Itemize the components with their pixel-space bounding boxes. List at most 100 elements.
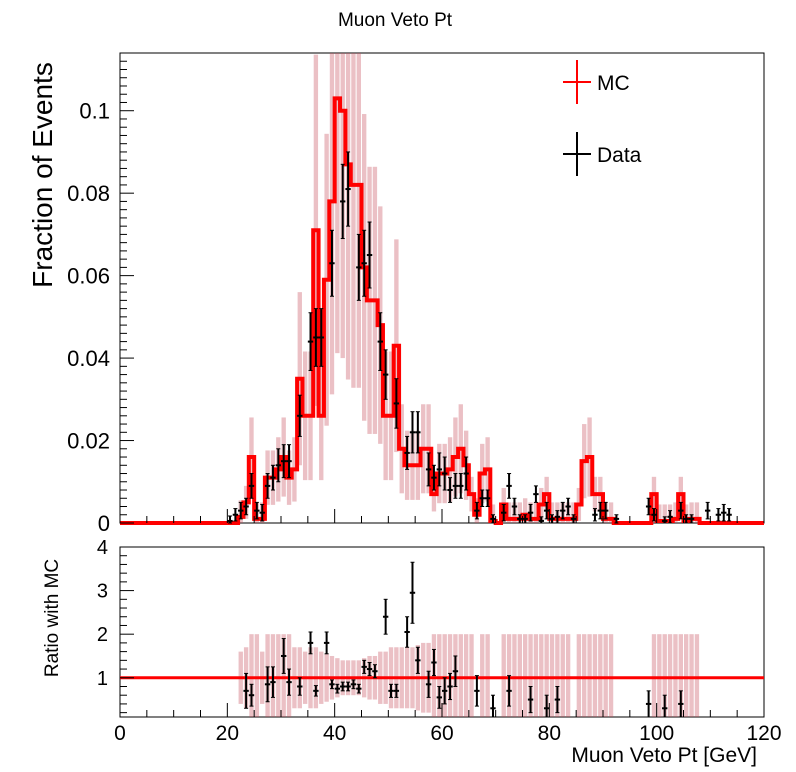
ratio-point (678, 690, 684, 718)
data-point (297, 394, 303, 437)
data-point (662, 516, 668, 524)
main-y-tick-label: 0 (98, 511, 110, 536)
x-tick-label: 0 (114, 722, 126, 745)
ratio-band-bin (560, 634, 565, 717)
data-point (356, 233, 362, 301)
ratio-point (447, 672, 453, 701)
data-point (264, 473, 271, 499)
ratio-point (313, 685, 319, 697)
mc-band-bin (694, 502, 700, 523)
ratio-point (361, 659, 367, 674)
ratio-point (543, 694, 550, 718)
data-point (715, 508, 722, 522)
ratio-band-bin (544, 634, 549, 717)
data-point (361, 229, 367, 297)
data-point (238, 501, 244, 520)
data-point (248, 473, 255, 499)
legend-item-mc: MC (563, 60, 630, 104)
ratio-band-bin (281, 634, 286, 717)
ratio-band-bin (555, 634, 560, 717)
ratio-band-bin (678, 634, 683, 717)
data-point (533, 485, 539, 503)
data-point (522, 514, 528, 524)
data-point (243, 497, 249, 516)
ratio-point (345, 681, 351, 692)
mc-band-bin (517, 502, 522, 523)
data-point (393, 378, 400, 429)
ratio-x-ticks: 0 20 40 60 80 100 120 (114, 703, 782, 745)
mc-band-bin (490, 504, 496, 523)
data-point (452, 473, 459, 499)
ratio-band-bin (657, 634, 662, 717)
ratio-band-bin (485, 634, 490, 717)
data-point (688, 514, 695, 524)
data-point (307, 312, 314, 371)
x-tick-label: 120 (746, 722, 781, 745)
data-point (645, 497, 652, 516)
ratio-y-tick-label: 1 (97, 668, 108, 690)
ratio-point (372, 664, 378, 679)
x-tick-label: 60 (430, 722, 453, 745)
legend: MC Data (563, 60, 642, 176)
ratio-point (264, 666, 271, 703)
mc-band-bin (657, 504, 662, 523)
ratio-band-bin (689, 634, 694, 717)
data-point (447, 477, 453, 503)
data-point (232, 508, 239, 522)
ratio-point (334, 683, 341, 694)
data-point (651, 508, 657, 522)
data-point (543, 501, 550, 520)
mc-band-bin (351, 53, 356, 388)
data-point (227, 515, 233, 524)
ratio-band-bin (469, 634, 474, 717)
ratio-panel: 1 2 3 4 0 20 40 60 80 100 120 Ratio with MC Muon … (42, 537, 782, 767)
ratio-point (415, 646, 421, 674)
ratio-band-bin (533, 634, 539, 717)
ratio-point (382, 598, 389, 635)
data-point (463, 456, 469, 491)
ratio-band-bin (458, 634, 463, 717)
ratio-point (286, 668, 292, 696)
data-point (683, 514, 689, 524)
ratio-band-bin (437, 634, 442, 717)
ratio-point (393, 683, 400, 698)
data-point (613, 514, 620, 524)
x-tick-label: 100 (639, 722, 674, 745)
ratio-band-bin (667, 634, 673, 717)
ratio-y-ticks: 1 2 3 4 (97, 537, 134, 714)
data-point (404, 435, 410, 470)
ratio-point (404, 616, 410, 648)
main-y-tick-label: 0.08 (67, 181, 110, 206)
legend-data-label: Data (597, 144, 642, 167)
ratio-point (442, 677, 448, 705)
mc-band-bin (533, 502, 539, 523)
ratio-band-bin (587, 634, 592, 717)
ratio-point (490, 694, 496, 718)
main-y-tick-label: 0.02 (67, 429, 110, 454)
ratio-points (243, 561, 684, 718)
x-axis-label: Muon Veto Pt [GeV] (571, 744, 757, 767)
ratio-band-bin (684, 634, 689, 717)
data-point (313, 308, 319, 367)
data-point (382, 349, 389, 400)
mc-band-bin (684, 504, 689, 523)
data-point (721, 503, 727, 522)
data-point (458, 473, 464, 499)
data-point (704, 501, 711, 520)
ratio-point (307, 631, 314, 655)
ratio-band-bin (694, 634, 700, 717)
ratio-band-bin (592, 634, 598, 717)
mc-band-bin (523, 498, 528, 523)
data-point (570, 514, 577, 524)
data-point (565, 497, 571, 516)
mc-band-bin (673, 502, 678, 523)
ratio-point (452, 655, 459, 687)
data-point (286, 444, 292, 479)
data-point (484, 489, 491, 508)
data-point (409, 411, 416, 454)
mc-band-bin (506, 502, 512, 523)
data-points (227, 151, 732, 524)
ratio-uncertainty-band (238, 634, 700, 717)
mc-uncertainty-band (238, 53, 700, 523)
